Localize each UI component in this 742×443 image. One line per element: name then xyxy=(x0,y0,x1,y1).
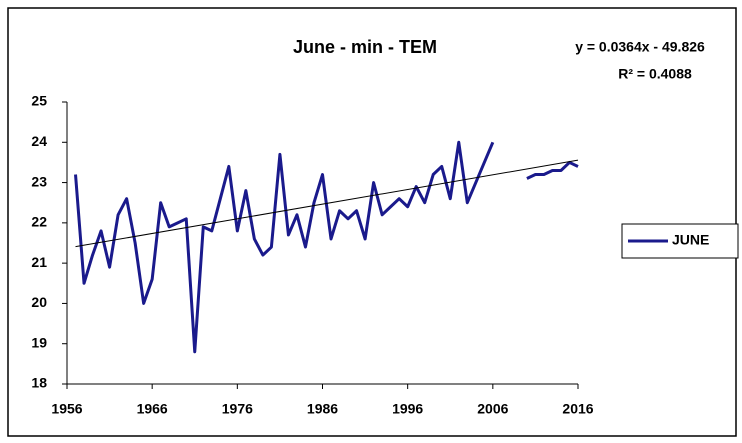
x-tick-label: 1996 xyxy=(392,401,423,417)
x-tick-label: 2016 xyxy=(562,401,593,417)
y-tick-label: 20 xyxy=(31,294,47,310)
series-line xyxy=(74,140,579,354)
y-tick-label: 25 xyxy=(31,93,47,109)
x-tick-label: 1986 xyxy=(307,401,338,417)
y-tick-label: 24 xyxy=(31,133,47,149)
legend-label: JUNE xyxy=(672,232,709,248)
y-tick-label: 22 xyxy=(31,214,47,230)
x-tick-label: 2006 xyxy=(477,401,508,417)
y-tick-label: 23 xyxy=(31,173,47,189)
y-tick-label: 21 xyxy=(31,254,47,270)
x-tick-label: 1966 xyxy=(137,401,168,417)
y-tick-label: 19 xyxy=(31,334,47,350)
y-tick-label: 18 xyxy=(31,375,47,391)
trendline xyxy=(75,159,579,248)
x-tick-label: 1956 xyxy=(51,401,82,417)
trend-equation: y = 0.0364x - 49.826 xyxy=(575,39,705,55)
chart-border xyxy=(7,7,737,437)
chart-title: June - min - TEM xyxy=(293,37,437,57)
trend-r-squared: R² = 0.4088 xyxy=(618,66,692,82)
x-tick-label: 1976 xyxy=(222,401,253,417)
